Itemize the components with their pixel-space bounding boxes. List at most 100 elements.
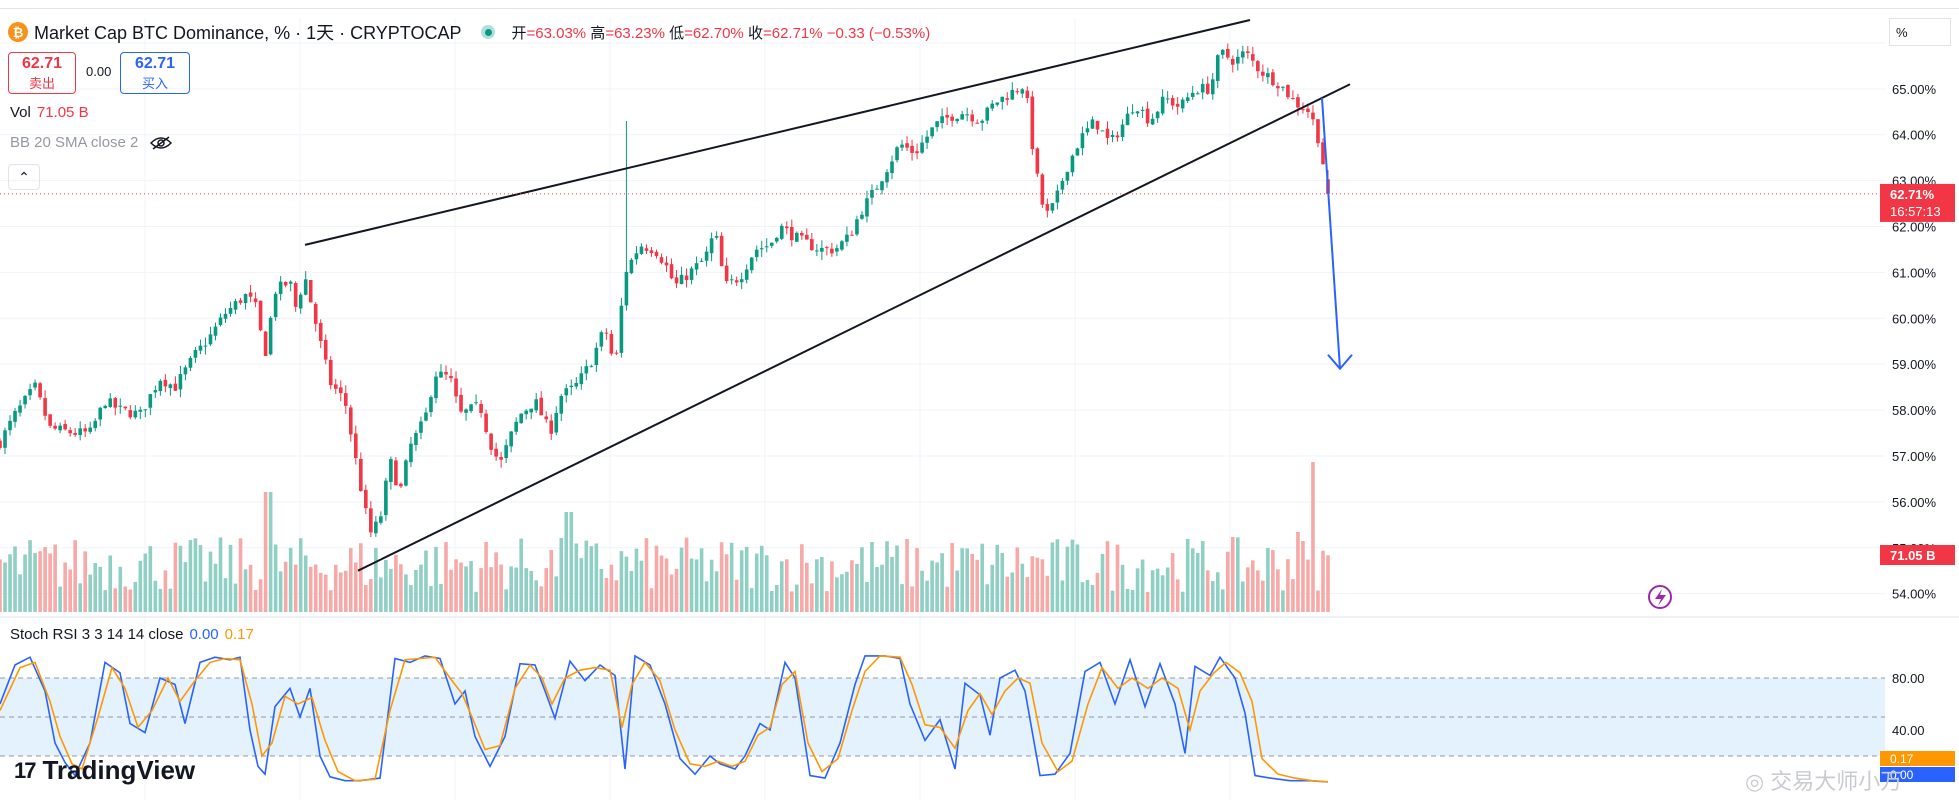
symbol-title[interactable]: Market Cap BTC Dominance, % · 1天 · CRYPT… [34, 23, 462, 43]
candle [589, 366, 594, 368]
candle [1140, 109, 1145, 111]
buy-button[interactable]: 62.71 买入 [120, 52, 190, 94]
volume-bar [328, 590, 333, 612]
candle [1015, 91, 1020, 93]
volume-legend[interactable]: Vol 71.05 B [10, 104, 89, 121]
volume-bar [273, 544, 278, 612]
volume-bar [278, 571, 283, 612]
candle [875, 188, 879, 190]
volume-bar [1281, 590, 1285, 612]
bb-indicator-legend[interactable]: BB 20 SMA close 2 [10, 134, 173, 151]
candle [1100, 130, 1105, 132]
candle [1160, 96, 1165, 114]
candle [188, 357, 193, 368]
trendline[interactable] [304, 19, 1251, 246]
volume-bar [459, 562, 463, 612]
volume-bar [343, 570, 348, 612]
candle [1241, 51, 1245, 58]
volume-bar [1291, 579, 1295, 612]
candle [404, 460, 408, 486]
sell-button[interactable]: 62.71 卖出 [8, 52, 76, 94]
candle [213, 326, 218, 336]
candle [1256, 61, 1260, 72]
arrow-head[interactable] [1327, 354, 1353, 371]
volume-bar [815, 559, 819, 612]
candle [865, 198, 869, 217]
candle [153, 390, 158, 393]
volume-bar [724, 554, 729, 612]
candle [338, 387, 343, 394]
candle [554, 412, 559, 433]
candle [108, 398, 113, 407]
volume-bar [634, 548, 639, 612]
candle [789, 226, 794, 241]
volume-bar [208, 551, 213, 612]
volume-bar [654, 545, 659, 612]
trendline[interactable] [357, 83, 1351, 572]
stoch-k-axis-value: 0.00 [1890, 768, 1914, 782]
volume-bar [594, 543, 599, 612]
volume-bar [143, 553, 148, 612]
volume-bar [123, 586, 128, 612]
price-axis-label: 54.00% [1892, 587, 1937, 602]
candle [354, 433, 358, 459]
tradingview-logo[interactable]: 17 TradingView [14, 755, 196, 785]
volume-bar [950, 542, 954, 612]
volume-bar [303, 555, 308, 612]
volume-bar [8, 554, 12, 612]
volume-bar [980, 543, 985, 612]
candle [795, 232, 799, 242]
candle [128, 410, 133, 418]
volume-bar [1261, 580, 1265, 612]
volume-bar [138, 560, 143, 612]
volume-bar [1155, 568, 1160, 612]
candle [1296, 97, 1300, 108]
candle [359, 458, 363, 491]
volume-bar [1220, 589, 1225, 612]
volume-bar [1040, 559, 1045, 612]
stoch-k-value: 0.00 [189, 626, 219, 643]
market-status-icon[interactable] [481, 25, 496, 39]
volume-bar [619, 551, 624, 612]
candle [78, 428, 82, 436]
candle [53, 425, 57, 429]
candle [880, 181, 884, 191]
candle [3, 430, 7, 448]
volume-bar [1110, 590, 1115, 612]
stoch-rsi-legend[interactable]: Stoch RSI 3 3 14 14 close 0.00 0.17 [10, 626, 254, 643]
volume-bar [880, 564, 884, 612]
volume-bar [444, 542, 448, 612]
eye-hidden-icon[interactable] [150, 135, 173, 150]
candle [1230, 58, 1235, 65]
volume-bar [584, 540, 589, 612]
scale-unit-label[interactable]: % [1889, 18, 1951, 46]
candle [288, 281, 293, 284]
candle [574, 382, 579, 387]
arrow-line[interactable] [1321, 97, 1341, 369]
candle [1125, 113, 1130, 126]
volume-bar [955, 570, 959, 612]
candle [1175, 103, 1180, 107]
volume-bar [609, 564, 614, 612]
candle [48, 414, 52, 426]
candle [1266, 73, 1270, 78]
candle [449, 375, 453, 379]
candle [955, 118, 959, 122]
candle [1005, 98, 1010, 100]
candle [1095, 120, 1100, 130]
volume-bar [308, 566, 313, 612]
candle [669, 264, 674, 279]
volume-bar [1271, 550, 1275, 612]
price-axis-label: 57.00% [1892, 449, 1937, 464]
volume-bar [845, 571, 849, 612]
volume-bar [534, 580, 539, 612]
collapse-legend-button[interactable]: ⌃ [8, 164, 40, 190]
volume-bar [1321, 550, 1325, 612]
volume-bar [940, 553, 944, 612]
volume-bar [133, 581, 138, 612]
candle [193, 350, 198, 358]
volume-bar [33, 553, 37, 612]
candle [549, 420, 554, 434]
candle [940, 116, 944, 124]
